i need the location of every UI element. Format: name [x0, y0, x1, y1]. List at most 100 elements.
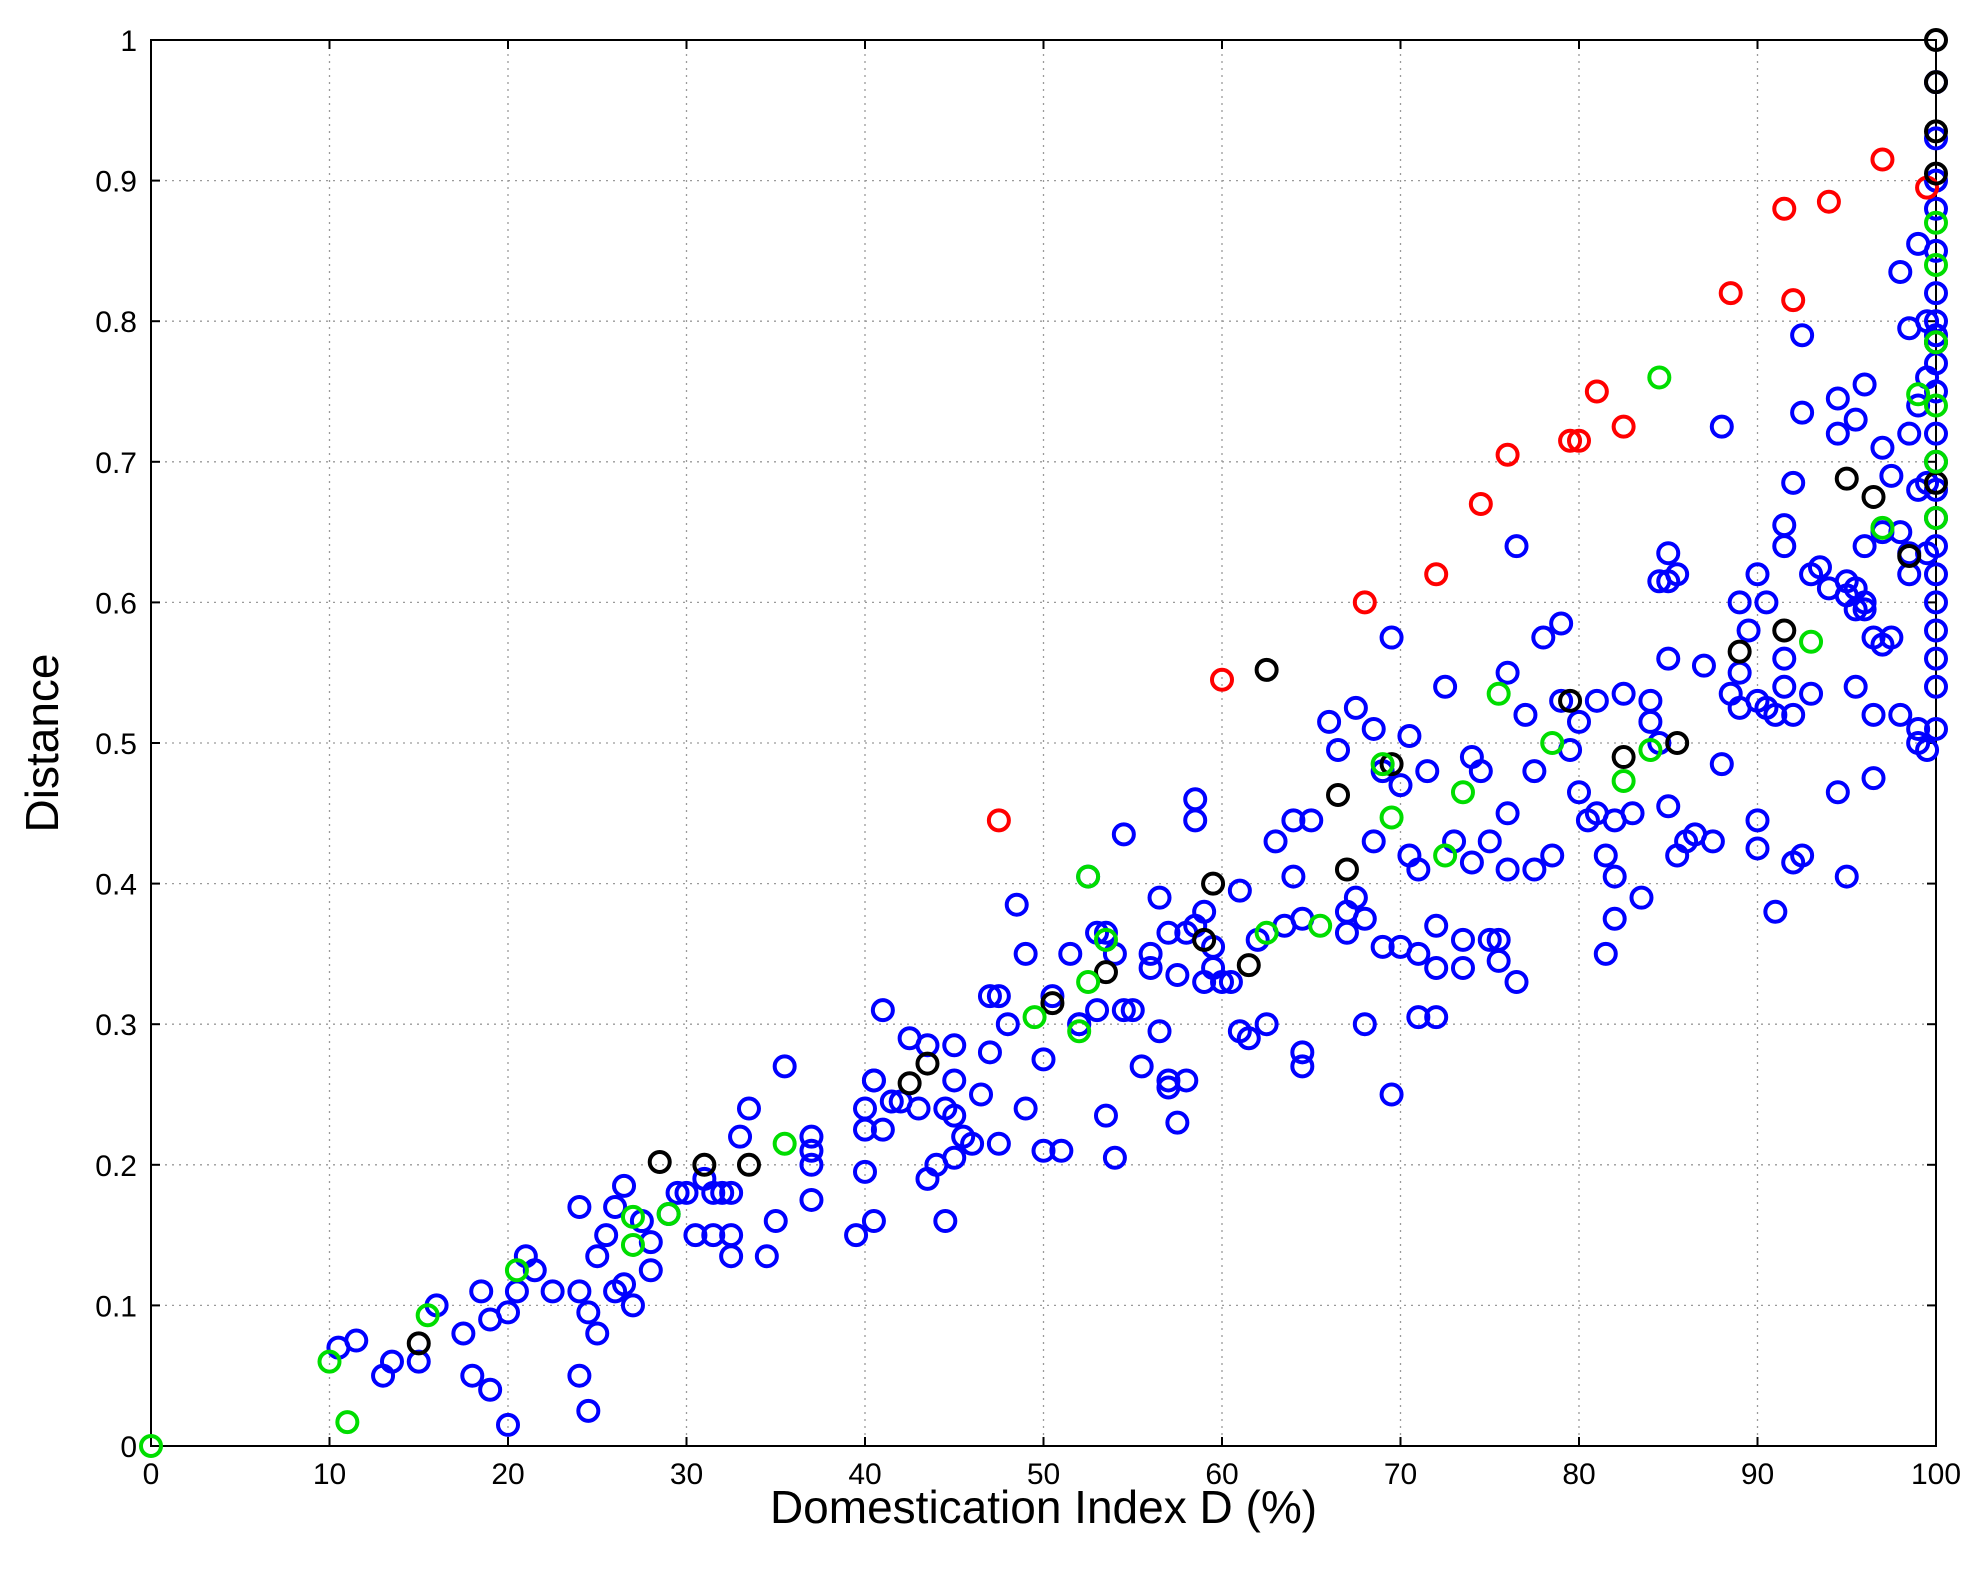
series-red: [986, 147, 1940, 833]
data-point-blue: [1924, 126, 1948, 151]
data-point-blue: [933, 1209, 958, 1234]
data-point-black: [1834, 466, 1859, 491]
data-point-blue: [1906, 716, 1931, 741]
y-tick-label: 0.5: [95, 728, 137, 761]
data-point-blue: [1745, 808, 1770, 833]
data-point-blue: [1486, 927, 1511, 952]
data-point-green: [1486, 681, 1511, 706]
data-point-blue: [1924, 534, 1948, 559]
data-point-blue: [1326, 738, 1351, 763]
data-point-black: [647, 1149, 672, 1174]
data-point-blue: [1709, 752, 1734, 777]
data-point-blue: [1843, 674, 1868, 699]
data-point-black: [692, 1152, 717, 1177]
data-point-green: [1924, 393, 1948, 418]
data-point-blue: [1620, 801, 1645, 826]
data-point-blue: [1263, 829, 1288, 854]
data-point-blue: [1111, 998, 1136, 1023]
data-point-red: [1611, 414, 1636, 439]
data-point-blue: [1504, 970, 1529, 995]
data-point-green: [1076, 970, 1101, 995]
data-point-green: [1924, 449, 1948, 474]
data-point-blue: [1281, 808, 1306, 833]
data-point-blue: [1138, 941, 1163, 966]
data-point-blue: [1218, 970, 1243, 995]
data-point-blue: [1834, 864, 1859, 889]
data-point-blue: [1406, 857, 1431, 882]
data-point-blue: [1924, 281, 1948, 306]
data-point-green: [1450, 780, 1475, 805]
data-point-blue: [772, 1054, 797, 1079]
data-point-blue: [1843, 407, 1868, 432]
data-point-blue: [1691, 653, 1716, 678]
data-point-blue: [1781, 470, 1806, 495]
data-point-red: [1772, 196, 1797, 221]
data-point-blue: [1924, 323, 1948, 348]
data-point-blue: [870, 1117, 895, 1142]
data-point-black: [1558, 688, 1583, 713]
data-point-blue: [612, 1272, 637, 1297]
data-point-blue: [1424, 955, 1449, 980]
data-point-blue: [1450, 955, 1475, 980]
data-point-blue: [540, 1279, 565, 1304]
data-point-black: [1924, 28, 1948, 52]
y-tick-label: 0.6: [95, 587, 137, 620]
data-point-blue: [710, 1180, 735, 1205]
data-point-black: [1192, 927, 1217, 952]
data-point-red: [1495, 442, 1520, 467]
data-point-green: [1067, 1019, 1092, 1044]
data-point-blue: [1495, 801, 1520, 826]
data-point-blue: [1656, 794, 1681, 819]
data-point-blue: [1415, 759, 1440, 784]
data-point-blue: [469, 1279, 494, 1304]
data-point-blue: [942, 1068, 967, 1093]
data-point-blue: [496, 1412, 520, 1437]
data-point-red: [1584, 379, 1609, 404]
data-point-blue: [844, 1223, 869, 1248]
x-tick-label: 10: [313, 1458, 346, 1491]
data-point-green: [1254, 920, 1279, 945]
data-point-green: [1022, 1005, 1047, 1030]
data-point-blue: [1093, 920, 1118, 945]
data-point-blue: [1361, 716, 1386, 741]
data-point-green: [1433, 843, 1458, 868]
data-point-blue: [1406, 941, 1431, 966]
data-point-blue: [1013, 1096, 1038, 1121]
data-point-blue: [1379, 625, 1404, 650]
data-point-black: [1093, 960, 1118, 985]
data-point-blue: [665, 1180, 690, 1205]
data-point-green: [620, 1204, 645, 1229]
data-point-blue: [1540, 843, 1565, 868]
data-point-blue: [1852, 534, 1877, 559]
data-point-green: [1638, 738, 1663, 763]
data-point-blue: [701, 1223, 726, 1248]
data-point-blue: [1584, 688, 1609, 713]
data-point-blue: [612, 1173, 637, 1198]
data-point-blue: [1807, 555, 1832, 580]
data-point-blue: [1781, 702, 1806, 727]
x-tick-label: 0: [143, 1458, 160, 1491]
data-point-blue: [1174, 1068, 1199, 1093]
data-point-blue: [1397, 723, 1422, 748]
data-point-blue: [1290, 1054, 1315, 1079]
data-point-blue: [719, 1244, 744, 1269]
data-point-blue: [853, 1159, 877, 1184]
data-point-red: [986, 808, 1011, 833]
x-tick-label: 30: [670, 1458, 703, 1491]
data-point-blue: [870, 998, 895, 1023]
data-point-blue: [861, 1068, 886, 1093]
data-point-red: [1870, 147, 1895, 172]
data-point-blue: [1049, 1138, 1074, 1163]
data-point-blue: [942, 1145, 967, 1170]
series-green: [139, 210, 1948, 1458]
data-point-green: [1924, 330, 1948, 355]
data-point-blue: [1495, 660, 1520, 685]
data-point-blue: [754, 1244, 779, 1269]
data-point-blue: [1567, 709, 1591, 734]
data-point-blue: [1156, 920, 1181, 945]
data-point-red: [1468, 491, 1493, 516]
data-point-blue: [1058, 941, 1083, 966]
data-point-blue: [763, 1209, 788, 1234]
data-point-blue: [1477, 927, 1502, 952]
data-point-black: [1924, 70, 1948, 95]
